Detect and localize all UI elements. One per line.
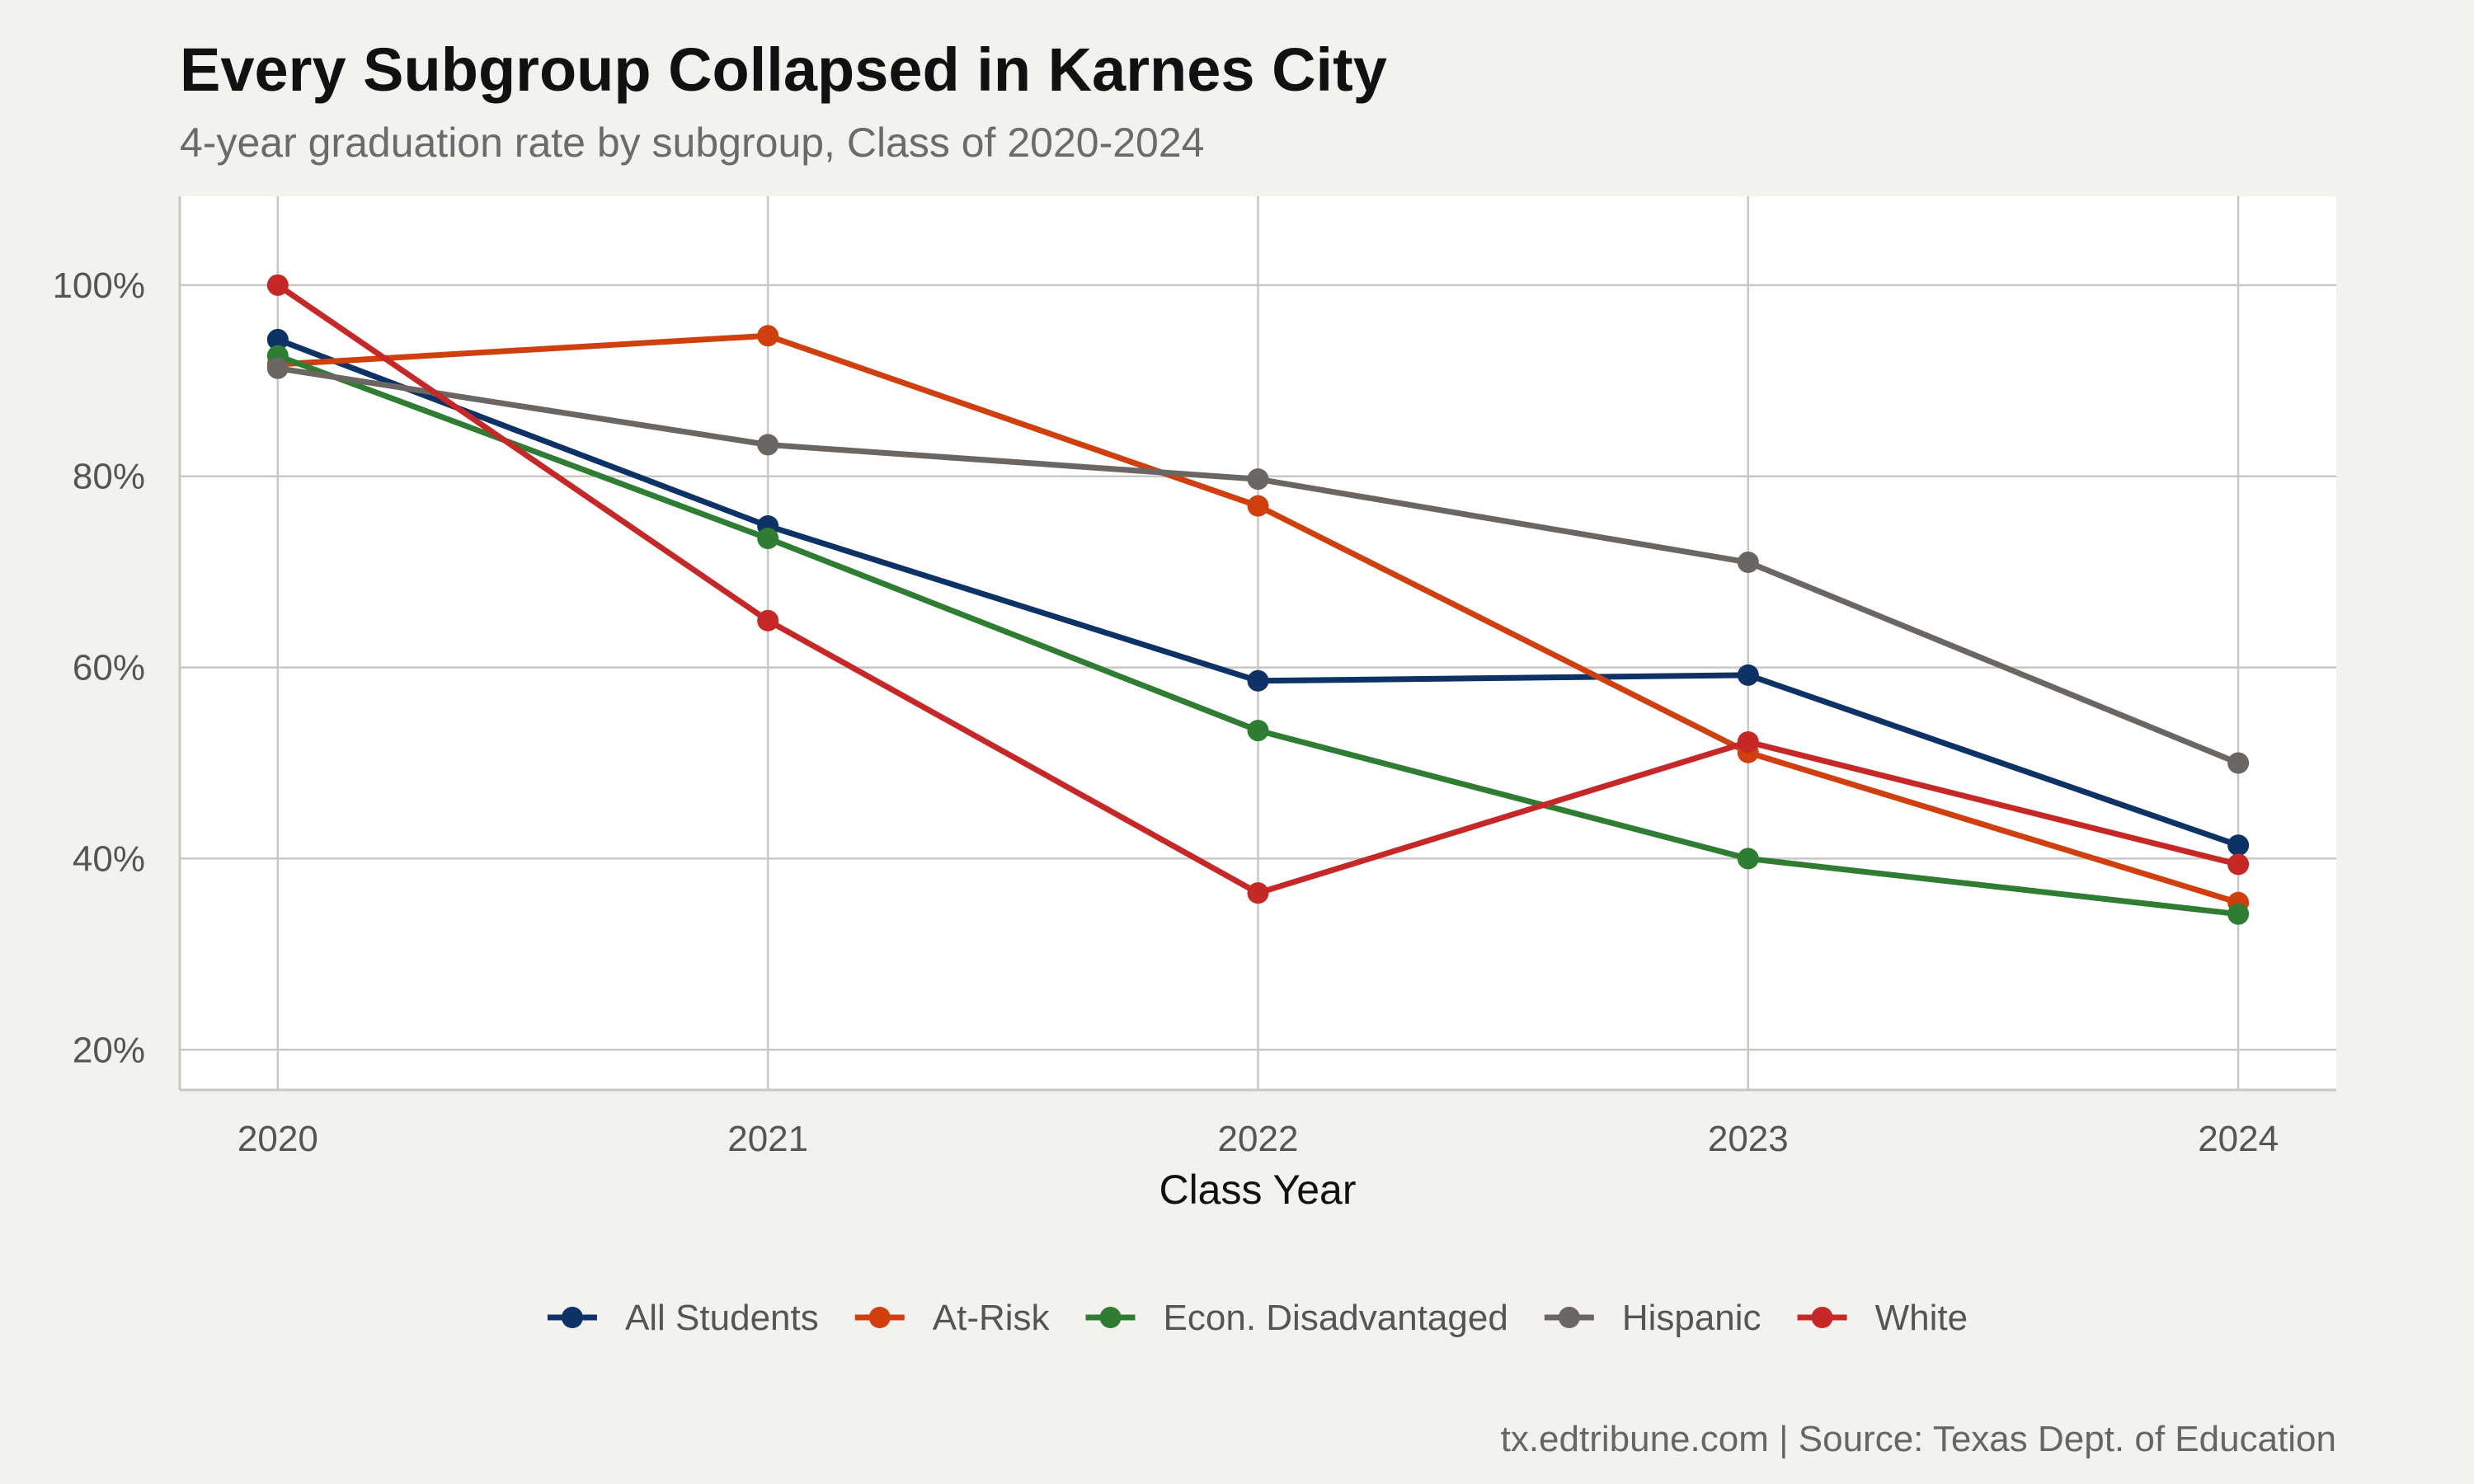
data-point-hispanic — [1247, 468, 1269, 491]
data-point-hispanic — [266, 357, 289, 379]
chart-title: Every Subgroup Collapsed in Karnes City — [180, 35, 1387, 104]
data-point-all-students — [266, 328, 289, 350]
data-point-white — [2227, 853, 2250, 876]
series-all-students — [266, 328, 2250, 857]
legend-key-dot — [1099, 1307, 1122, 1328]
legend-item-white: White — [1797, 1298, 1968, 1338]
data-point-at-risk — [757, 325, 779, 347]
legend-label: All Students — [625, 1298, 819, 1338]
legend-label: Econ. Disadvantaged — [1164, 1298, 1508, 1338]
data-point-hispanic — [2227, 752, 2250, 774]
data-point-all-students — [2227, 834, 2250, 857]
y-tick-label: 20% — [73, 1030, 145, 1070]
chart-caption: tx.edtribune.com | Source: Texas Dept. o… — [1501, 1419, 2336, 1459]
y-tick-label: 60% — [73, 648, 145, 688]
data-point-white — [757, 609, 779, 632]
chart-subtitle: 4-year graduation rate by subgroup, Clas… — [180, 120, 1204, 166]
series-lines — [266, 274, 2250, 925]
series-white — [266, 274, 2250, 904]
legend-label: At-Risk — [933, 1298, 1051, 1338]
legend-item-econ-disadvantaged: Econ. Disadvantaged — [1085, 1298, 1508, 1338]
data-point-at-risk — [1247, 495, 1269, 517]
legend-label: Hispanic — [1622, 1298, 1761, 1338]
x-axis-title: Class Year — [1159, 1167, 1356, 1213]
series-hispanic — [266, 357, 2250, 774]
legend-key-dot — [1811, 1307, 1833, 1328]
x-tick-label: 2020 — [238, 1119, 318, 1159]
grid-lines — [180, 196, 2336, 1090]
data-point-hispanic — [757, 434, 779, 456]
y-axis-ticks: 20% 40% 60% 80% 100% — [52, 265, 145, 1070]
x-tick-label: 2021 — [727, 1119, 808, 1159]
axes — [178, 196, 2336, 1092]
x-tick-label: 2023 — [1708, 1119, 1789, 1159]
data-point-econ-disadvantaged — [757, 528, 779, 550]
data-point-white — [1737, 730, 1759, 753]
data-point-hispanic — [1737, 552, 1759, 574]
legend-key-dot — [561, 1307, 583, 1328]
data-point-econ-disadvantaged — [1737, 848, 1759, 870]
data-point-white — [266, 274, 289, 296]
legend-item-hispanic: Hispanic — [1544, 1298, 1761, 1338]
data-point-econ-disadvantaged — [2227, 903, 2250, 925]
x-tick-label: 2022 — [1218, 1119, 1299, 1159]
y-tick-label: 100% — [52, 265, 145, 306]
series-econ-disadvantaged — [266, 345, 2250, 925]
legend-key-dot — [1558, 1307, 1580, 1328]
legend-key-dot — [868, 1307, 891, 1328]
data-point-all-students — [1737, 664, 1759, 686]
y-tick-label: 40% — [73, 838, 145, 879]
data-point-all-students — [1247, 669, 1269, 692]
legend-label: White — [1875, 1298, 1968, 1338]
y-tick-label: 80% — [73, 457, 145, 497]
legend: All Students At-Risk Econ. Disadvantaged Hi… — [547, 1298, 1968, 1338]
x-axis-ticks: 2020 2021 2022 2023 2024 — [238, 1119, 2279, 1159]
legend-item-all-students: All Students — [547, 1298, 819, 1338]
data-point-white — [1247, 882, 1269, 904]
x-tick-label: 2024 — [2198, 1119, 2279, 1159]
data-point-econ-disadvantaged — [1247, 720, 1269, 742]
legend-item-at-risk: At-Risk — [854, 1298, 1051, 1338]
